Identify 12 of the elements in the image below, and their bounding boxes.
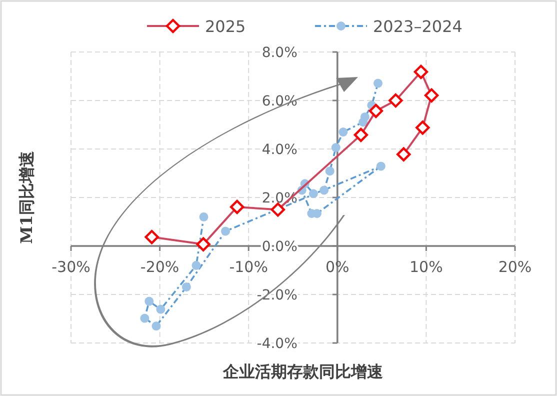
x-tick-label: -20% [140, 258, 180, 276]
y-axis-title: M1同比增速 [17, 150, 36, 244]
x-tick-label: 10% [410, 258, 443, 276]
x-tick-label: -30% [52, 258, 90, 276]
legend-label: 2025 [205, 17, 246, 36]
legend-label: 2023–2024 [373, 17, 462, 36]
y-tick-label: 4.0% [262, 142, 298, 158]
y-tick-label: 8.0% [262, 45, 298, 61]
x-axis-title: 企业活期存款同比增速 [222, 362, 384, 381]
x-tick-label: -10% [229, 258, 268, 276]
y-tick-label: -4.0% [256, 336, 298, 352]
x-tick-label: 20% [498, 258, 532, 276]
